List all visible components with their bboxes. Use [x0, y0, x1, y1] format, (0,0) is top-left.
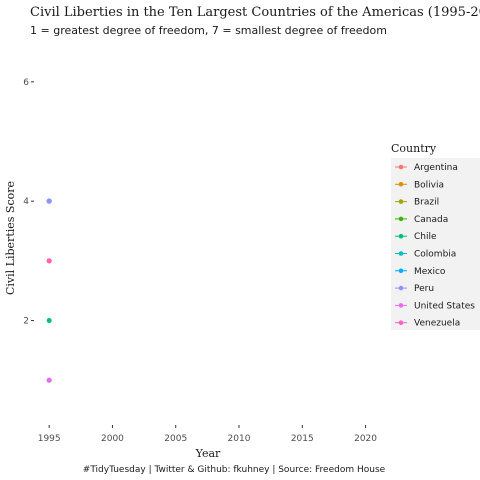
legend-item: Mexico: [395, 267, 446, 277]
y-axis-title: Civil Liberties Score: [4, 181, 17, 295]
legend-key-dot: [398, 164, 404, 170]
x-tick-label: 2010: [228, 434, 251, 444]
x-tick-label: 1995: [38, 434, 61, 444]
legend-background: [391, 158, 480, 330]
data-point-peru: [46, 198, 52, 204]
legend-key-dot: [398, 268, 404, 274]
legend-label: Argentina: [414, 163, 458, 173]
legend-item: Colombia: [395, 250, 456, 260]
x-axis-title: Year: [195, 447, 221, 460]
legend-item: Peru: [395, 284, 434, 294]
legend-label: Mexico: [414, 267, 446, 277]
caption: #TidyTuesday | Twitter & Github: fkuhney…: [83, 465, 386, 475]
x-tick-label: 2020: [354, 434, 377, 444]
y-tick-label: 6: [23, 78, 29, 88]
legend-key-dot: [398, 320, 404, 326]
legend-label: Canada: [414, 215, 448, 225]
plot-points: [46, 198, 52, 383]
x-tick-label: 2015: [291, 434, 314, 444]
legend-key-dot: [398, 251, 404, 256]
legend-label: Bolivia: [414, 180, 444, 190]
legend-item: Brazil: [395, 198, 439, 208]
x-tick-label: 2000: [101, 434, 124, 444]
legend-label: Venezuela: [414, 319, 460, 329]
y-tick-label: 4: [23, 197, 29, 207]
data-point-chile: [46, 318, 52, 324]
legend-key-dot: [398, 182, 404, 187]
x-tick-label: 2005: [164, 434, 187, 444]
legend-label: United States: [414, 301, 475, 311]
legend-item: Argentina: [395, 163, 458, 173]
chart-subtitle: 1 = greatest degree of freedom, 7 = smal…: [30, 24, 387, 37]
legend-key-dot: [398, 233, 404, 239]
legend-item: Canada: [395, 215, 448, 225]
legend-key-dot: [398, 216, 404, 222]
legend-key-dot: [398, 285, 404, 291]
legend-label: Peru: [414, 284, 434, 294]
legend-item: Venezuela: [395, 319, 460, 329]
legend-key-dot: [398, 199, 404, 204]
legend-item: United States: [395, 301, 475, 311]
y-tick-label: 2: [23, 317, 29, 327]
legend-label: Brazil: [414, 198, 439, 208]
legend-title: Country: [391, 142, 437, 155]
legend-item: Bolivia: [395, 180, 444, 190]
data-point-united-states: [46, 377, 52, 383]
legend-label: Chile: [414, 232, 437, 242]
legend-label: Colombia: [414, 250, 456, 260]
x-axis: 1995 2000 2005 2010 2015 2020: [38, 425, 377, 444]
legend-item: Chile: [395, 232, 437, 242]
y-axis: 2 4 6: [23, 78, 34, 327]
legend-key-dot: [398, 303, 404, 308]
legend: Country Argentina Bolivia Brazil Canada Chil…: [391, 142, 480, 330]
chart-title: Civil Liberties in the Ten Largest Count…: [30, 5, 480, 20]
data-point-venezuela: [46, 258, 52, 264]
